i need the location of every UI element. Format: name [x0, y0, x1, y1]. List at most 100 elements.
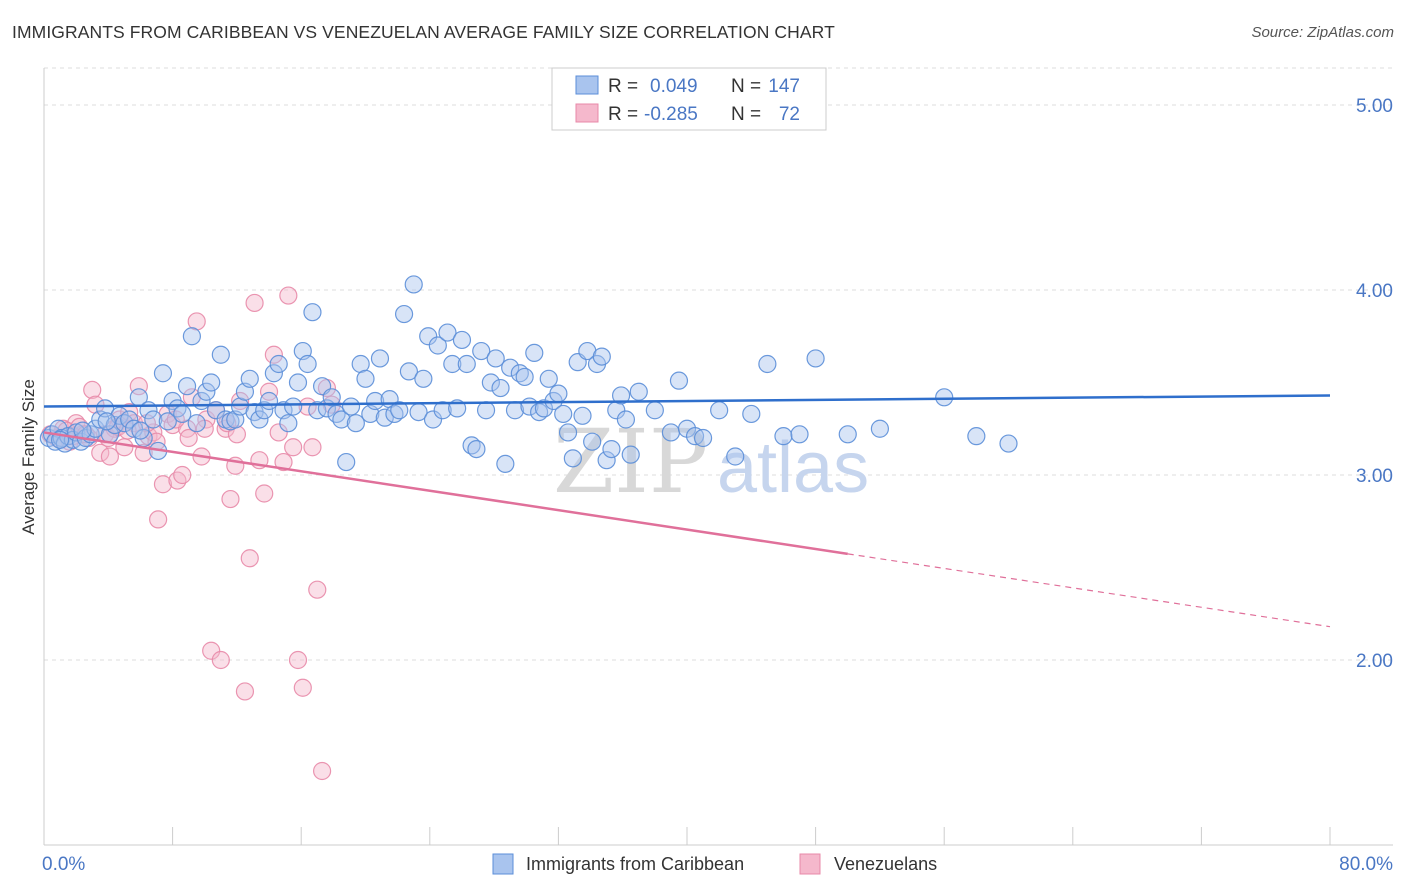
caribbean-point-131 [710, 401, 729, 420]
caribbean-point-61 [322, 388, 341, 407]
y-tick-label-1: 3.00 [1356, 466, 1393, 487]
caribbean-point-139 [870, 419, 890, 438]
venezuelans-trend-line-extension [847, 553, 1331, 628]
legend-r-value-blue: 0.049 [650, 76, 698, 97]
venezuelans-point-40 [240, 549, 259, 568]
venezuelans-point-32 [202, 641, 221, 660]
caribbean-point-76 [394, 304, 414, 324]
venezuelans-point-9 [91, 443, 110, 462]
y-tick-label-0: 2.00 [1356, 651, 1393, 672]
caribbean-point-111 [563, 449, 582, 468]
venezuelans-point-7 [83, 380, 102, 399]
venezuelans-point-50 [288, 650, 308, 670]
venezuelans-point-54 [308, 580, 327, 599]
caribbean-point-103 [525, 343, 544, 362]
legend-n-label-pink: N = [731, 104, 761, 125]
legend-r-value-pink: -0.285 [644, 104, 698, 125]
caribbean-point-46 [250, 410, 269, 429]
venezuelans-point-36 [221, 489, 240, 509]
caribbean-point-72 [375, 408, 394, 427]
x-tick-label-max: 80.0% [1339, 854, 1393, 875]
caribbean-point-48 [259, 391, 279, 411]
caribbean-point-113 [573, 406, 592, 425]
venezuelans-point-44 [259, 382, 279, 401]
caribbean-point-53 [284, 397, 303, 416]
venezuelans-point-15 [120, 403, 139, 422]
caribbean-point-137 [806, 349, 825, 368]
caribbean-point-85 [438, 323, 457, 342]
caribbean-point-71 [370, 349, 390, 368]
caribbean-point-82 [423, 410, 443, 429]
series-legend-label-caribbean: Immigrants from Caribbean [526, 854, 744, 874]
caribbean-point-31 [177, 377, 197, 396]
caribbean-point-119 [602, 440, 621, 459]
caribbean-point-27 [158, 412, 177, 431]
caribbean-point-126 [661, 423, 681, 442]
venezuelans-point-14 [115, 438, 134, 457]
legend-swatch-blue [575, 75, 599, 95]
venezuelans-point-21 [149, 510, 168, 529]
venezuelans-point-48 [279, 286, 298, 305]
venezuelans-point-53 [303, 438, 322, 457]
caribbean-point-91 [467, 440, 486, 459]
caribbean-point-94 [481, 373, 500, 392]
legend-swatch-pink [575, 103, 599, 123]
caribbean-point-124 [629, 382, 648, 401]
caribbean-point-75 [390, 401, 409, 420]
venezuelans-point-47 [274, 452, 293, 472]
legend-r-label-pink: R = [608, 104, 638, 125]
caribbean-point-80 [414, 369, 433, 388]
caribbean-point-92 [472, 341, 491, 361]
venezuelans-point-52 [298, 397, 317, 416]
series-legend-label-venezuelans: Venezuelans [834, 854, 937, 874]
caribbean-point-81 [419, 327, 438, 346]
caribbean-point-97 [496, 454, 515, 473]
caribbean-point-136 [790, 425, 809, 444]
caribbean-point-125 [645, 401, 664, 420]
legend-n-value-pink: 72 [779, 104, 800, 125]
caribbean-point-108 [549, 384, 568, 403]
caribbean-point-88 [452, 330, 472, 350]
caribbean-point-83 [428, 336, 447, 355]
venezuelans-points [41, 286, 341, 781]
legend-n-label-blue: N = [731, 76, 761, 97]
caribbean-point-32 [182, 327, 201, 346]
y-tick-labels: 2.00 3.00 4.00 5.00 [1356, 96, 1393, 672]
caribbean-point-117 [592, 347, 611, 366]
venezuelans-trend-line [43, 431, 848, 556]
y-tick-label-2: 4.00 [1356, 281, 1393, 302]
caribbean-point-62 [327, 404, 346, 424]
venezuelans-point-41 [245, 293, 264, 313]
venezuelans-point-26 [173, 465, 192, 485]
trend-lines [43, 394, 1331, 628]
venezuelans-point-34 [211, 650, 230, 670]
x-tick-label-min: 0.0% [42, 854, 85, 875]
series-legend-swatch-blue [492, 853, 514, 875]
axes [43, 68, 1393, 846]
caribbean-point-141 [967, 427, 986, 446]
caribbean-point-89 [457, 354, 476, 374]
caribbean-point-30 [173, 404, 192, 424]
caribbean-point-63 [332, 410, 351, 429]
venezuelans-point-39 [235, 682, 255, 701]
series-legend-swatch-pink [799, 853, 821, 875]
caribbean-point-52 [279, 414, 298, 433]
caribbean-point-70 [366, 391, 385, 411]
caribbean-point-35 [197, 382, 216, 401]
venezuelans-point-68 [179, 428, 198, 448]
y-tick-label-3: 5.00 [1356, 96, 1393, 117]
caribbean-point-109 [554, 404, 573, 424]
stats-legend: R = 0.049 N = 147 R = -0.285 N = 72 [551, 67, 827, 131]
caribbean-point-140 [935, 388, 954, 407]
venezuelans-point-45 [264, 345, 283, 364]
source-credit: Source: ZipAtlas.com [1251, 24, 1394, 41]
y-axis-label: Average Family Size [19, 379, 38, 535]
caribbean-point-110 [558, 423, 578, 442]
caribbean-point-84 [433, 401, 452, 420]
caribbean-point-56 [298, 354, 317, 374]
caribbean-trend-line [43, 394, 1331, 408]
caribbean-point-50 [269, 354, 288, 374]
caribbean-point-134 [758, 354, 777, 374]
venezuelans-point-22 [153, 475, 173, 494]
